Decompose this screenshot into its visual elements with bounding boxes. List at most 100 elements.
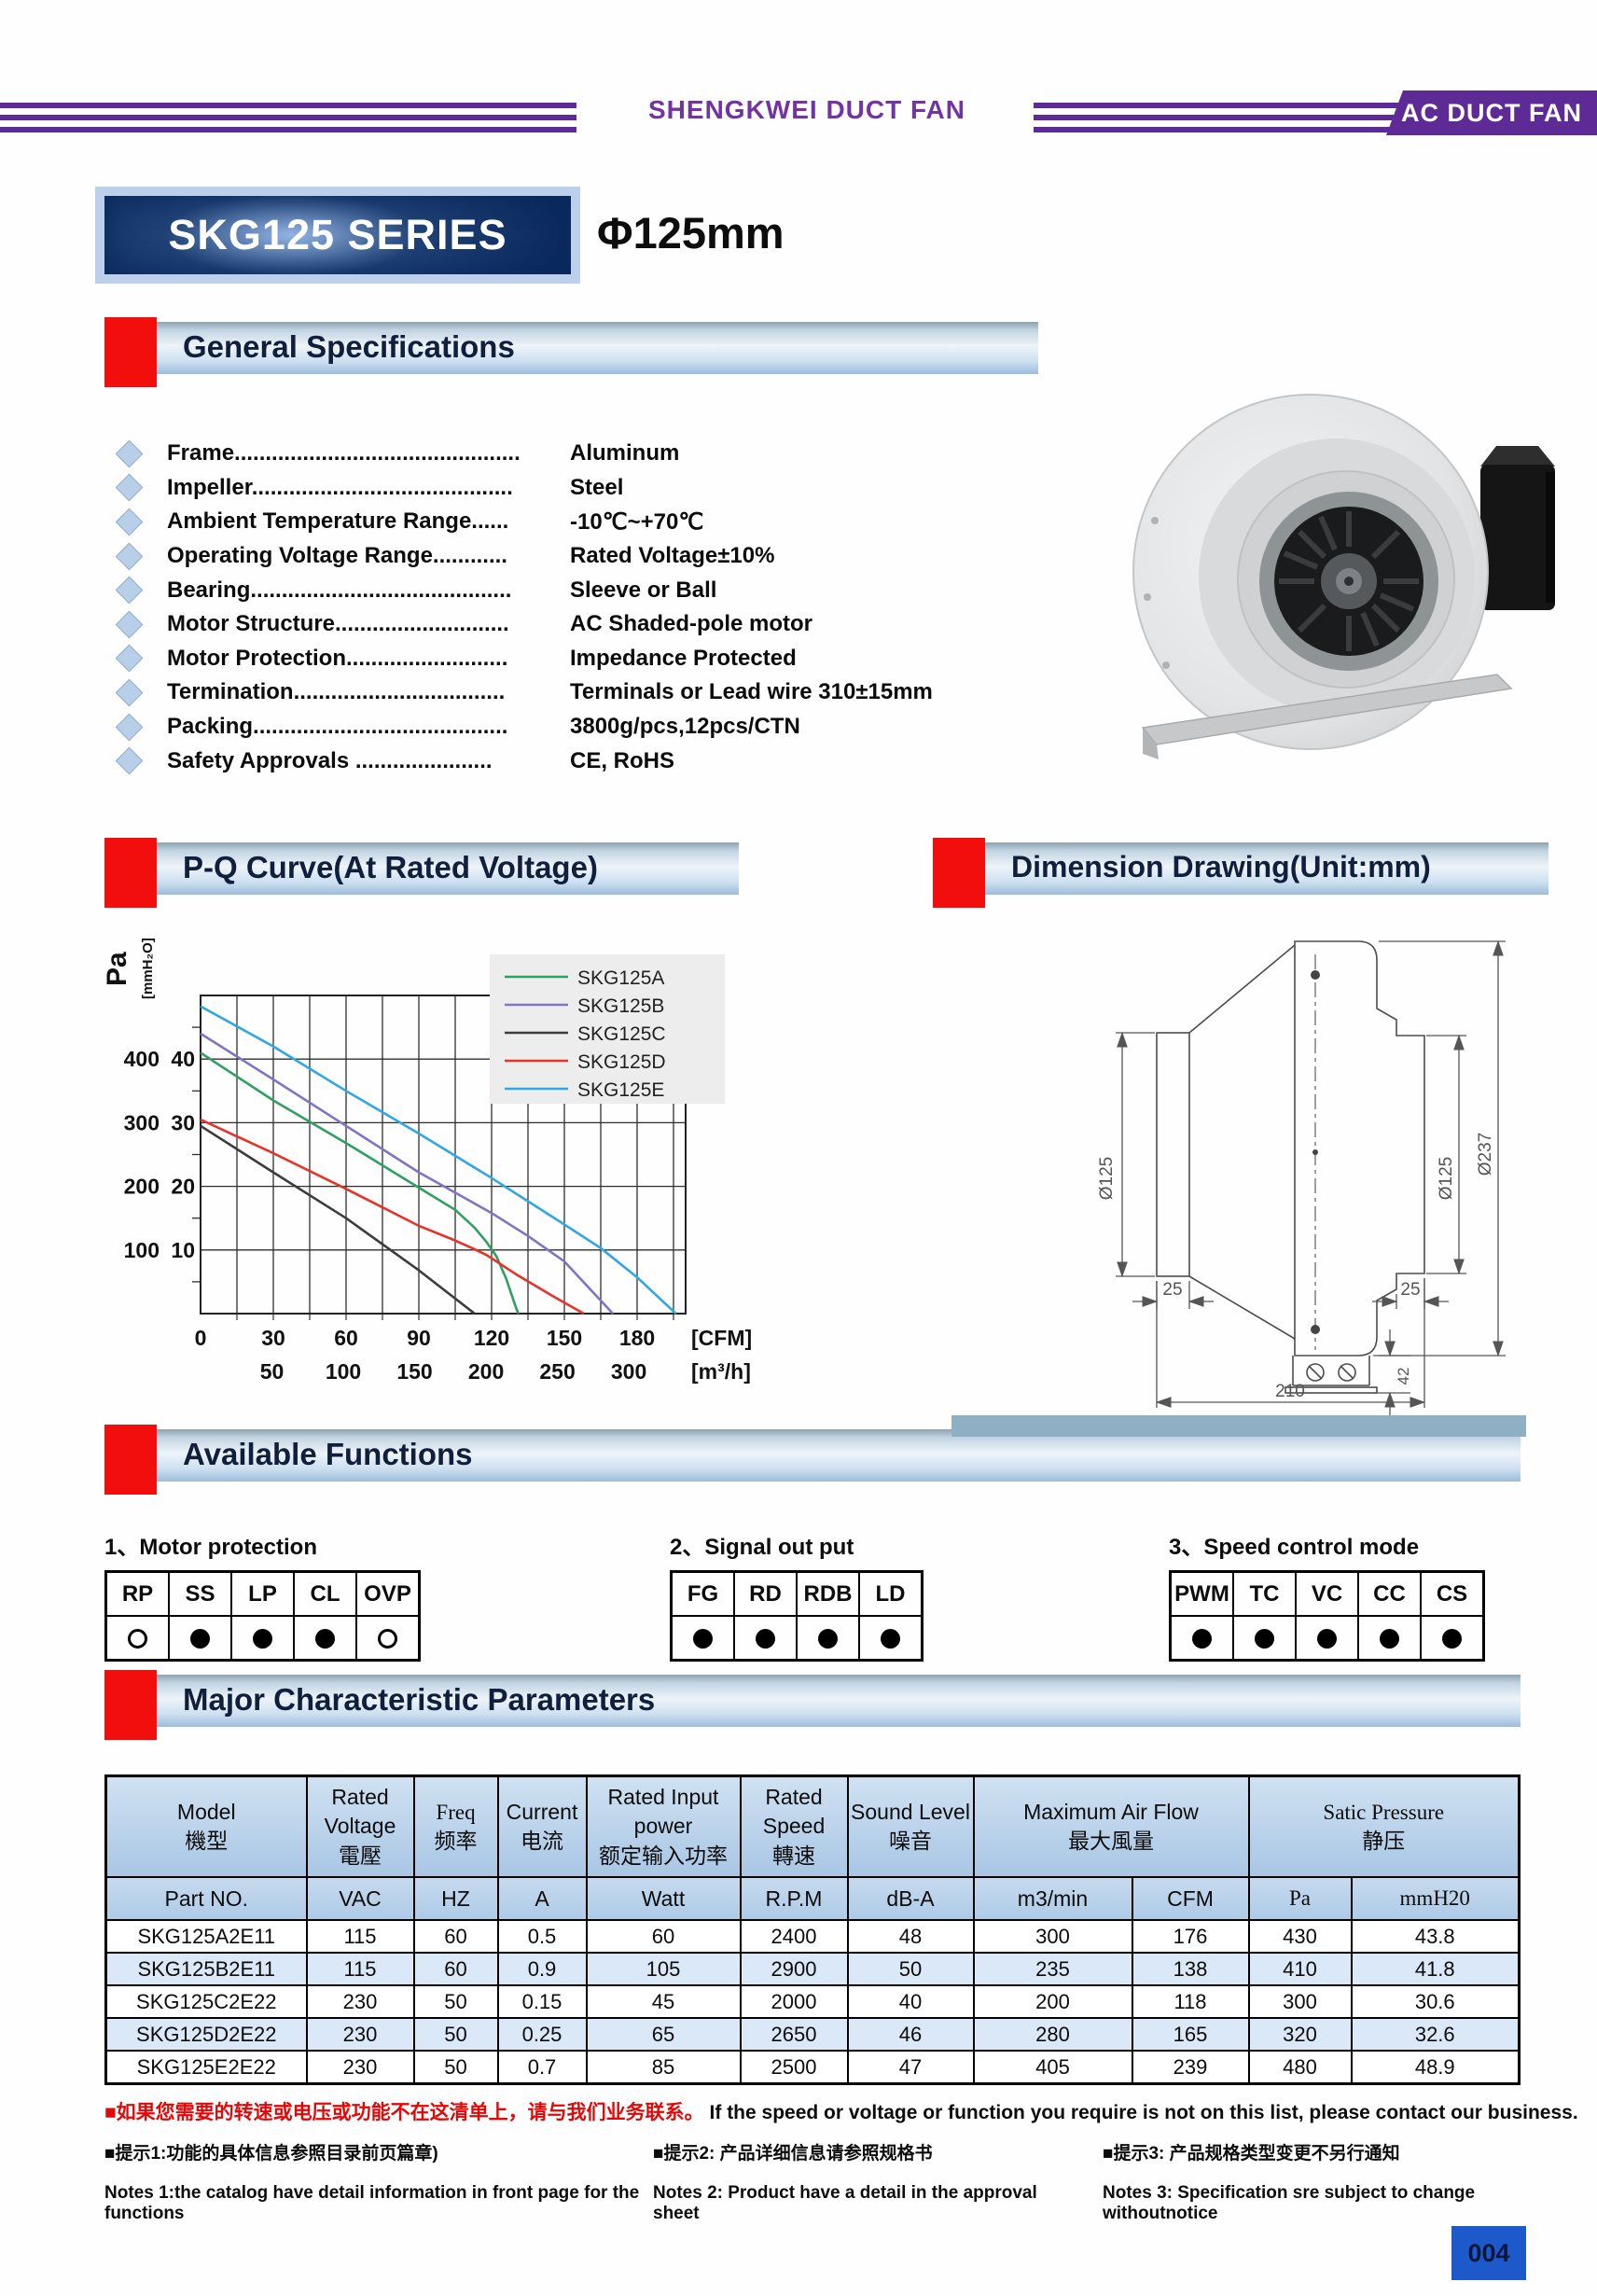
unit-cell: R.P.M [739,1876,849,1921]
drawing-bottom-strip [951,1415,1526,1437]
section-available-functions: Available Functions [104,1425,1521,1495]
spec-label: Safety Approvals ...................... [167,747,493,773]
function-code-cell: CL [293,1570,357,1617]
fan-product-image [1132,394,1555,759]
header-en: Rated Voltage [324,1785,396,1839]
svg-text:250: 250 [539,1359,575,1384]
header-en: Current [506,1799,578,1824]
unit-cell: Part NO. [104,1876,308,1921]
value-cell: 2400 [739,1919,849,1954]
category-badge: AC DUCT FAN [1386,90,1597,135]
svg-text:300: 300 [124,1110,160,1134]
function-table-header-row: PWM TC VC CC CS [1169,1570,1485,1617]
column-group-header: Maximum Air Flow 最大風量 [972,1774,1250,1878]
dim-right-diameter: Ø125 [1437,1157,1456,1200]
value-cell: 2650 [739,2017,849,2052]
function-code-cell: SS [168,1570,232,1617]
function-table: PWM TC VC CC CS [1169,1570,1485,1662]
note-3-cn: ■提示3: 产品规格类型变更不另行通知 [1103,2144,1400,2164]
value-cell: 50 [412,2017,499,2052]
spec-row: Termination.............................… [104,675,1019,710]
spec-value: 3800g/pcs,12pcs/CTN [570,714,800,740]
function-table-header-row: RP SS LP CL OVP [104,1570,421,1617]
note-1-en: Notes 1:the catalog have detail informat… [104,2183,640,2223]
filled-circle-icon [253,1628,272,1649]
spec-label: Ambient Temperature Range...... [167,508,509,535]
function-code-cell: PWM [1169,1570,1234,1617]
function-table-speed-control: 3、Speed control mode PWM TC VC CC CS [1169,1528,1485,1662]
contact-note-cn: ■如果您需要的转速或电压或功能不在这清单上，请与我们业务联系。 [104,2102,704,2123]
spec-list: Frame...................................… [104,437,1019,778]
chart-legend: SKG125A SKG125B SKG125C SKG125D SKG125E [490,954,725,1104]
value-cell: 43.8 [1350,1919,1521,1954]
value-cell: 46 [846,2017,975,2052]
function-table-title: 2、Signal out put [670,1535,854,1560]
value-cell: 40 [846,1984,975,2019]
function-code-cell: CS [1420,1570,1485,1617]
function-table: RP SS LP CL OVP [104,1570,421,1662]
header-line [0,103,576,108]
svg-text:120: 120 [474,1326,509,1350]
value-cell: 320 [1247,2017,1353,2052]
spec-value: Impedance Protected [570,645,797,671]
parameter-row: SKG125D2E22 230 50 0.25 65 2650 46 280 165 320 32.… [104,2017,1521,2052]
value-cell: 405 [972,2050,1133,2085]
parameter-row: SKG125E2E22 230 50 0.7 85 2500 47 405 239 480 48.9 [104,2050,1521,2085]
diamond-bullet-icon [115,542,144,570]
filled-circle-icon [881,1628,900,1649]
value-cell: 0.25 [496,2017,588,2052]
spec-label: Bearing.................................… [167,577,512,603]
function-mark-cell [733,1615,798,1662]
value-cell: 280 [972,2017,1133,2052]
curve-SKG125B [200,1032,614,1315]
function-table-signal-output: 2、Signal out put FG RD RDB LD [670,1528,923,1662]
svg-text:[CFM]: [CFM] [691,1326,752,1350]
value-cell: 48 [846,1919,975,1954]
filled-circle-icon [756,1628,775,1649]
contact-note-en: If the speed or voltage or function you … [709,2102,1578,2123]
column-group-header: Satic Pressure 静压 [1247,1774,1521,1878]
unit-cell: m3/min [972,1876,1133,1921]
part-no-cell: SKG125C2E22 [104,1984,308,2019]
value-cell: 230 [305,1984,415,2019]
unit-cell: Pa [1247,1876,1353,1921]
note-2: ■提示2: 产品详细信息请参照规格书 Notes 2: Product have… [653,2139,1087,2224]
header-cn: 噪音 [889,1829,932,1853]
header-en: Sound Level [851,1799,970,1824]
function-mark-cell [1357,1615,1422,1662]
value-cell: 50 [846,1952,975,1986]
value-cell: 200 [972,1984,1133,2019]
value-cell: 2000 [739,1984,849,2019]
spec-row: Operating Voltage Range............ Rated… [104,539,1019,574]
part-no-cell: SKG125D2E22 [104,2017,308,2052]
red-marker [104,838,157,908]
part-no-cell: SKG125A2E11 [104,1919,308,1954]
header-cn: 轉速 [772,1843,815,1868]
diamond-bullet-icon [115,678,144,707]
svg-text:180: 180 [619,1326,655,1350]
svg-text:10: 10 [171,1238,195,1262]
column-group-header: Freq 频率 [412,1774,499,1878]
dim-right-depth: 25 [1400,1280,1420,1300]
unit-cell: VAC [305,1876,415,1921]
value-cell: 118 [1131,1984,1250,2019]
value-cell: 2500 [739,2050,849,2085]
svg-text:30: 30 [261,1326,285,1350]
unit-cell: mmH20 [1350,1876,1521,1921]
svg-text:0: 0 [195,1326,207,1350]
value-cell: 50 [412,2050,499,2085]
function-mark-cell [1295,1615,1359,1662]
function-mark-cell [355,1615,421,1662]
function-mark-cell [1169,1615,1234,1662]
section-title: Major Characteristic Parameters [183,1682,656,1717]
value-cell: 480 [1247,2050,1353,2085]
function-table-motor-protection: 1、Motor protection RP SS LP CL OVP [104,1528,421,1662]
note-2-cn: ■提示2: 产品详细信息请参照规格书 [653,2144,933,2164]
value-cell: 115 [305,1919,415,1954]
value-cell: 0.7 [496,2050,588,2085]
svg-text:50: 50 [260,1359,285,1384]
value-cell: 85 [585,2050,742,2085]
fan-impeller [1274,507,1423,656]
value-cell: 30.6 [1350,1984,1521,2019]
value-cell: 0.15 [496,1984,588,2019]
